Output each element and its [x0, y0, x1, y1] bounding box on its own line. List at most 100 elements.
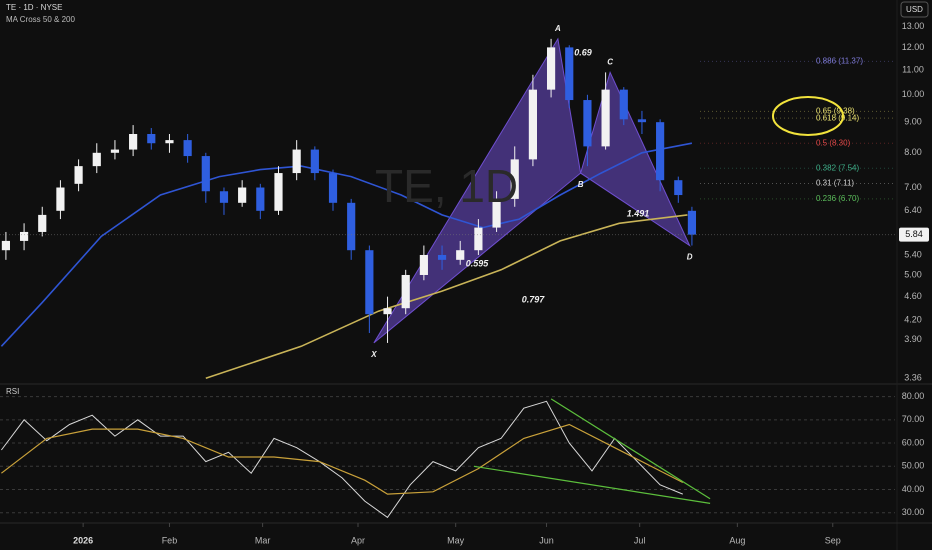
y-tick-label: 8.00: [904, 147, 922, 157]
candle-body: [74, 166, 83, 184]
fib-level-label: 0.618 (9.14): [816, 113, 859, 122]
candle-body: [56, 187, 65, 211]
candle-body: [256, 187, 265, 211]
rsi-title: RSI: [6, 387, 19, 396]
y-tick-label: 3.90: [904, 334, 922, 344]
last-price-label: 5.84: [905, 229, 923, 239]
y-tick-label: 11.00: [902, 64, 924, 74]
rsi-line: [1, 400, 683, 519]
ratio-label: 1.491: [627, 208, 650, 218]
y-tick-label: 80.00: [902, 391, 925, 401]
y-tick-label: 30.00: [902, 507, 925, 517]
fib-level-label: 0.236 (6.70): [816, 194, 859, 203]
candle-body: [310, 149, 319, 174]
highlight-circle: [772, 96, 844, 136]
candle-body: [219, 191, 229, 203]
candle-body: [419, 254, 428, 275]
y-tick-label: 40.00: [902, 484, 925, 494]
candle-body: [328, 173, 338, 203]
candle-body: [383, 308, 392, 315]
candle-body: [687, 210, 697, 235]
candle-body: [92, 152, 101, 167]
y-tick-label: 50.00: [902, 461, 925, 471]
pattern-point-label: B: [578, 180, 584, 189]
pattern-point-label: X: [370, 350, 377, 359]
x-tick-label: Aug: [729, 535, 745, 545]
candle-body: [110, 149, 120, 153]
x-tick-label: May: [447, 535, 465, 545]
ratio-label: 0.797: [522, 294, 546, 304]
candle-body: [183, 140, 192, 157]
candle-body: [38, 214, 47, 232]
candle-body: [147, 134, 156, 144]
candle-body: [565, 47, 574, 101]
moving-average: [205, 214, 688, 380]
trend-line: [473, 465, 711, 504]
indicator-name: MA Cross 50 & 200: [6, 15, 75, 24]
x-tick-label: 2026: [73, 535, 93, 545]
candle-body: [165, 140, 174, 144]
y-tick-label: 4.60: [904, 291, 922, 301]
x-tick-label: Jul: [634, 535, 646, 545]
candle-body: [292, 149, 301, 174]
candle-body: [674, 180, 683, 196]
moving-average: [0, 142, 693, 347]
candle-body: [492, 198, 501, 228]
y-tick-label: 10.00: [902, 89, 925, 99]
fib-level-label: 0.886 (11.37): [816, 57, 863, 66]
candle-body: [474, 227, 483, 251]
pattern-point-label: A: [554, 24, 561, 33]
y-tick-label: 12.00: [902, 42, 925, 52]
chart-title: TE · 1D · NYSE: [6, 3, 62, 12]
fib-level-label: 0.65 (9.38): [816, 107, 855, 116]
candle-body: [619, 89, 628, 120]
candle-body: [347, 202, 356, 251]
candle-body: [528, 89, 537, 160]
y-tick-label: 3.36: [904, 373, 922, 383]
ratio-label: 0.69: [574, 47, 592, 57]
currency-badge[interactable]: [900, 1, 929, 18]
y-tick-label: 70.00: [902, 414, 925, 424]
pattern-point-label: C: [607, 57, 613, 66]
x-tick-label: Sep: [825, 535, 841, 545]
candle-body: [19, 231, 29, 241]
candle-body: [510, 159, 519, 199]
y-tick-label: 13.00: [902, 21, 925, 31]
candle-body: [401, 274, 410, 309]
watermark: TE, 1D: [375, 160, 518, 212]
y-tick-label: 4.20: [904, 315, 922, 325]
fib-level-label: 0.5 (8.30): [816, 138, 851, 147]
candle-body: [201, 156, 210, 192]
fib-level-label: 0.382 (7.54): [816, 163, 859, 172]
candle-body: [656, 122, 665, 181]
candle-body: [274, 173, 283, 211]
fib-level-label: 0.31 (7.11): [816, 179, 854, 188]
candle-body: [546, 47, 556, 90]
y-tick-label: 5.00: [904, 269, 922, 279]
candle-body: [437, 254, 447, 260]
candle-body: [583, 100, 592, 147]
x-tick-label: Feb: [162, 535, 178, 545]
candle-body: [365, 250, 374, 315]
candle-body: [1, 240, 10, 251]
candle-body: [637, 119, 647, 123]
y-tick-label: 5.40: [904, 249, 922, 259]
trend-line: [550, 398, 711, 500]
x-tick-label: Jun: [539, 535, 554, 545]
ratio-label: 0.595: [466, 258, 490, 268]
rsi-line: [1, 423, 684, 495]
candle-body: [456, 250, 465, 260]
candle-body: [238, 187, 247, 203]
y-tick-label: 7.00: [904, 182, 922, 192]
x-tick-label: Mar: [255, 535, 271, 545]
y-tick-label: 6.40: [904, 205, 922, 215]
candle-body: [129, 134, 138, 150]
pattern-point-label: D: [687, 253, 693, 262]
y-tick-label: 60.00: [902, 437, 925, 447]
currency[interactable]: USD: [906, 5, 923, 14]
last-price-badge: [899, 227, 929, 242]
x-tick-label: Apr: [351, 535, 365, 545]
